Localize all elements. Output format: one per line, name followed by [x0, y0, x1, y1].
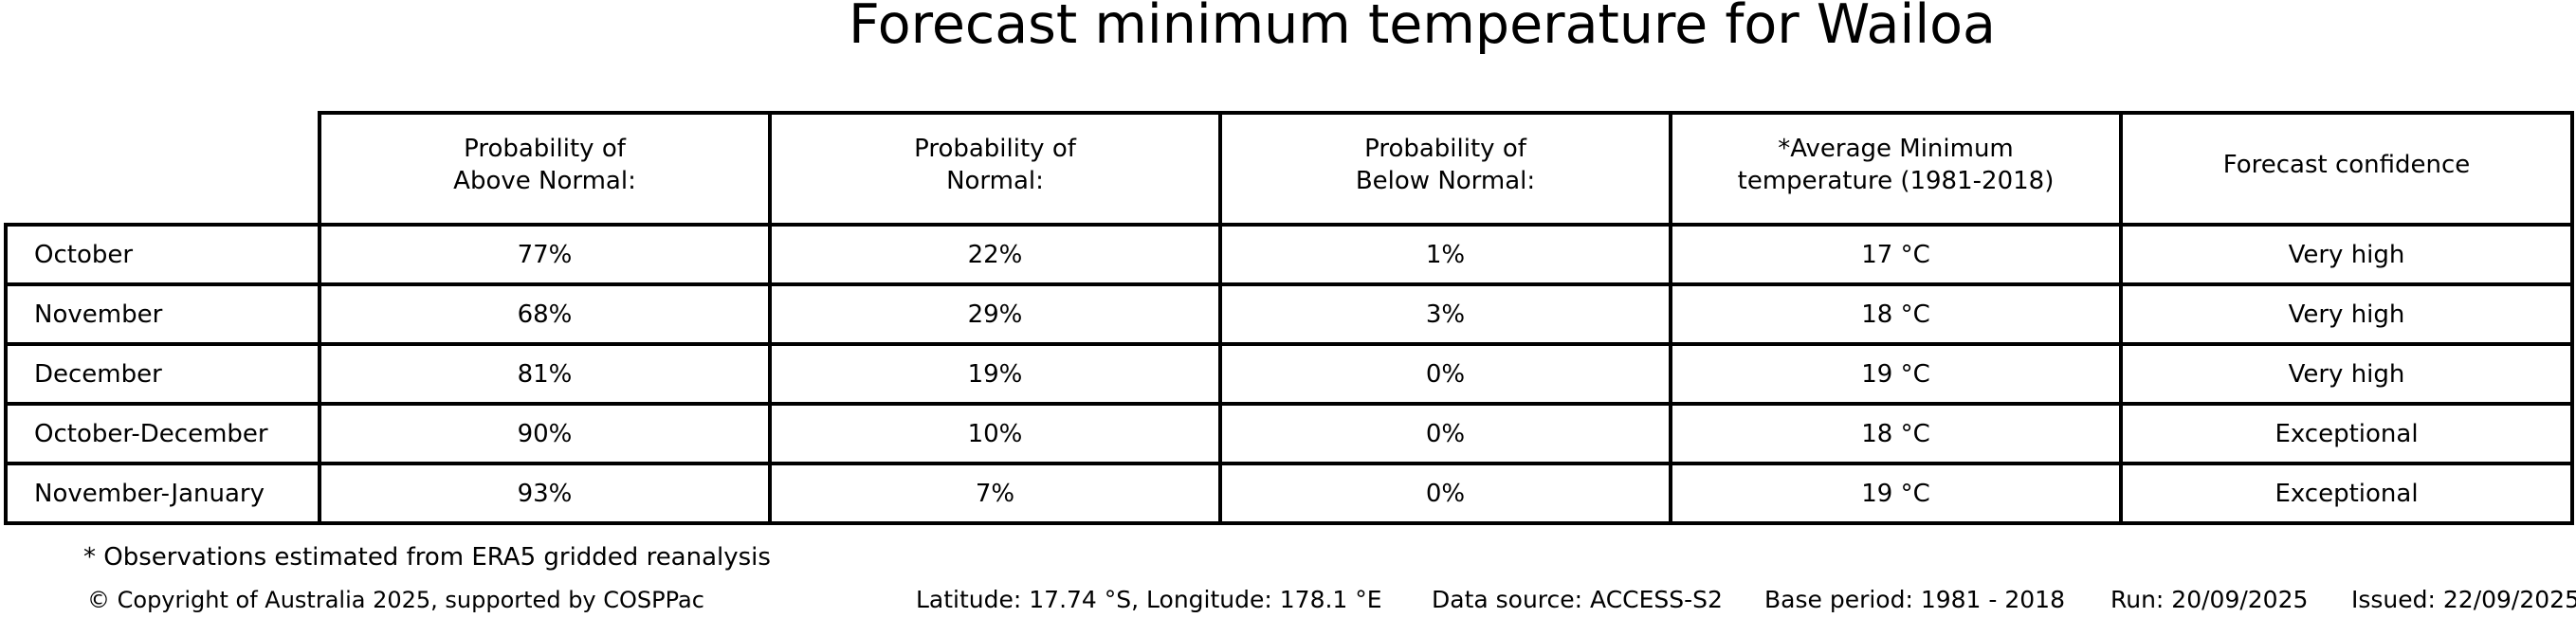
row-label: October-December	[4, 402, 321, 465]
table-row-december: December 81% 19% 0% 19 °C Very high	[4, 342, 2574, 406]
confidence-cell: Very high	[2119, 342, 2574, 406]
data-source-text: Data source: ACCESS-S2	[1432, 586, 1723, 613]
confidence-cell: Very high	[2119, 223, 2574, 286]
prob-normal-cell: 10%	[768, 402, 1222, 465]
avg-min-temp-cell: 18 °C	[1669, 282, 2123, 346]
copyright-text: © Copyright of Australia 2025, supported…	[87, 587, 704, 613]
run-date-text: Run: 20/09/2025	[2110, 586, 2309, 613]
issued-date-text: Issued: 22/09/2025	[2351, 586, 2576, 613]
table-row-october-december: October-December 90% 10% 0% 18 °C Except…	[4, 402, 2574, 465]
prob-above-cell: 77%	[318, 223, 772, 286]
prob-below-cell: 0%	[1218, 462, 1672, 525]
row-label: October	[4, 223, 321, 286]
avg-min-temp-cell: 18 °C	[1669, 402, 2123, 465]
prob-normal-cell: 22%	[768, 223, 1222, 286]
prob-above-cell: 68%	[318, 282, 772, 346]
base-period-text: Base period: 1981 - 2018	[1764, 586, 2065, 613]
table-row-november: November 68% 29% 3% 18 °C Very high	[4, 282, 2574, 346]
prob-below-cell: 1%	[1218, 223, 1672, 286]
col-header-forecast-confidence: Forecast confidence	[2119, 111, 2574, 227]
prob-below-cell: 0%	[1218, 342, 1672, 406]
header-row: Probability of Above Normal: Probability…	[6, 111, 2574, 227]
col-header-normal: Probability of Normal:	[768, 111, 1222, 227]
prob-below-cell: 0%	[1218, 402, 1672, 465]
confidence-cell: Very high	[2119, 282, 2574, 346]
avg-min-temp-cell: 19 °C	[1669, 462, 2123, 525]
table-row-october: October 77% 22% 1% 17 °C Very high	[4, 223, 2574, 286]
era5-footnote: * Observations estimated from ERA5 gridd…	[83, 543, 771, 572]
forecast-table: Probability of Above Normal: Probability…	[4, 111, 2574, 525]
col-header-above-normal: Probability of Above Normal:	[318, 111, 772, 227]
avg-min-temp-cell: 19 °C	[1669, 342, 2123, 406]
lat-long-text: Latitude: 17.74 °S, Longitude: 178.1 °E	[916, 586, 1382, 613]
prob-above-cell: 93%	[318, 462, 772, 525]
prob-normal-cell: 7%	[768, 462, 1222, 525]
avg-min-temp-cell: 17 °C	[1669, 223, 2123, 286]
prob-above-cell: 81%	[318, 342, 772, 406]
row-label: December	[4, 342, 321, 406]
row-label: November	[4, 282, 321, 346]
col-header-avg-min-temp: *Average Minimum temperature (1981-2018)	[1669, 111, 2123, 227]
prob-below-cell: 3%	[1218, 282, 1672, 346]
confidence-cell: Exceptional	[2119, 462, 2574, 525]
prob-above-cell: 90%	[318, 402, 772, 465]
chart-title: Forecast minimum temperature for Wailoa	[849, 0, 1996, 56]
row-label: November-January	[4, 462, 321, 525]
confidence-cell: Exceptional	[2119, 402, 2574, 465]
prob-normal-cell: 19%	[768, 342, 1222, 406]
prob-normal-cell: 29%	[768, 282, 1222, 346]
col-header-below-normal: Probability of Below Normal:	[1218, 111, 1672, 227]
corner-cell	[6, 113, 320, 225]
table-row-november-january: November-January 93% 7% 0% 19 °C Excepti…	[4, 462, 2574, 525]
